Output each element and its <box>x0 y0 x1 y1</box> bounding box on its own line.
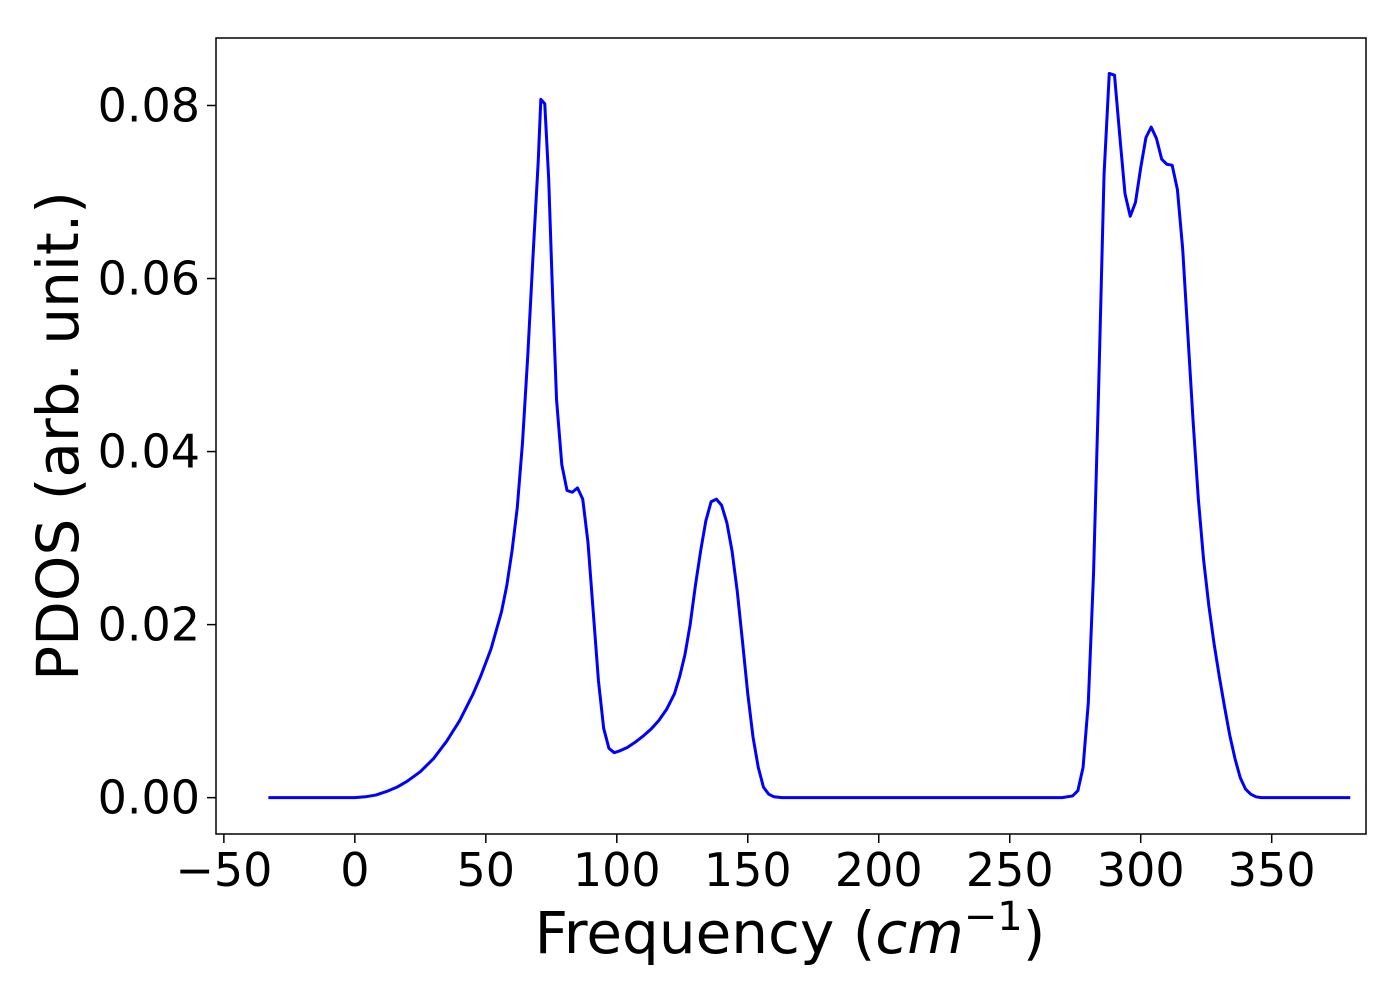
x-tick-label: 300 <box>1097 843 1185 897</box>
series-layer <box>268 71 1351 800</box>
y-tick-label: 0.02 <box>98 598 200 652</box>
x-tick-label: −50 <box>175 843 272 897</box>
x-tick-label: 350 <box>1228 843 1316 897</box>
y-tick-label: 0.04 <box>98 425 200 479</box>
x-tick-label: 100 <box>573 843 661 897</box>
y-tick-label: 0.00 <box>98 771 200 825</box>
x-tick-label: 0 <box>340 843 369 897</box>
x-tick-label: 50 <box>457 843 516 897</box>
y-tick-label: 0.08 <box>98 78 200 132</box>
pdos-line <box>268 71 1351 800</box>
x-axis: −50 0 50 100 150 200 250 300 350 <box>175 834 1316 897</box>
x-tick-label: 150 <box>704 843 792 897</box>
x-axis-label: Frequency (cm−1) <box>535 894 1046 967</box>
plot-frame <box>215 37 1367 835</box>
y-axis: 0.00 0.02 0.04 0.06 0.08 <box>98 78 216 825</box>
x-tick-label: 250 <box>966 843 1054 897</box>
y-tick-label: 0.06 <box>98 252 200 306</box>
y-axis-label: PDOS (arb. unit.) <box>24 191 92 681</box>
x-tick-label: 200 <box>835 843 923 897</box>
